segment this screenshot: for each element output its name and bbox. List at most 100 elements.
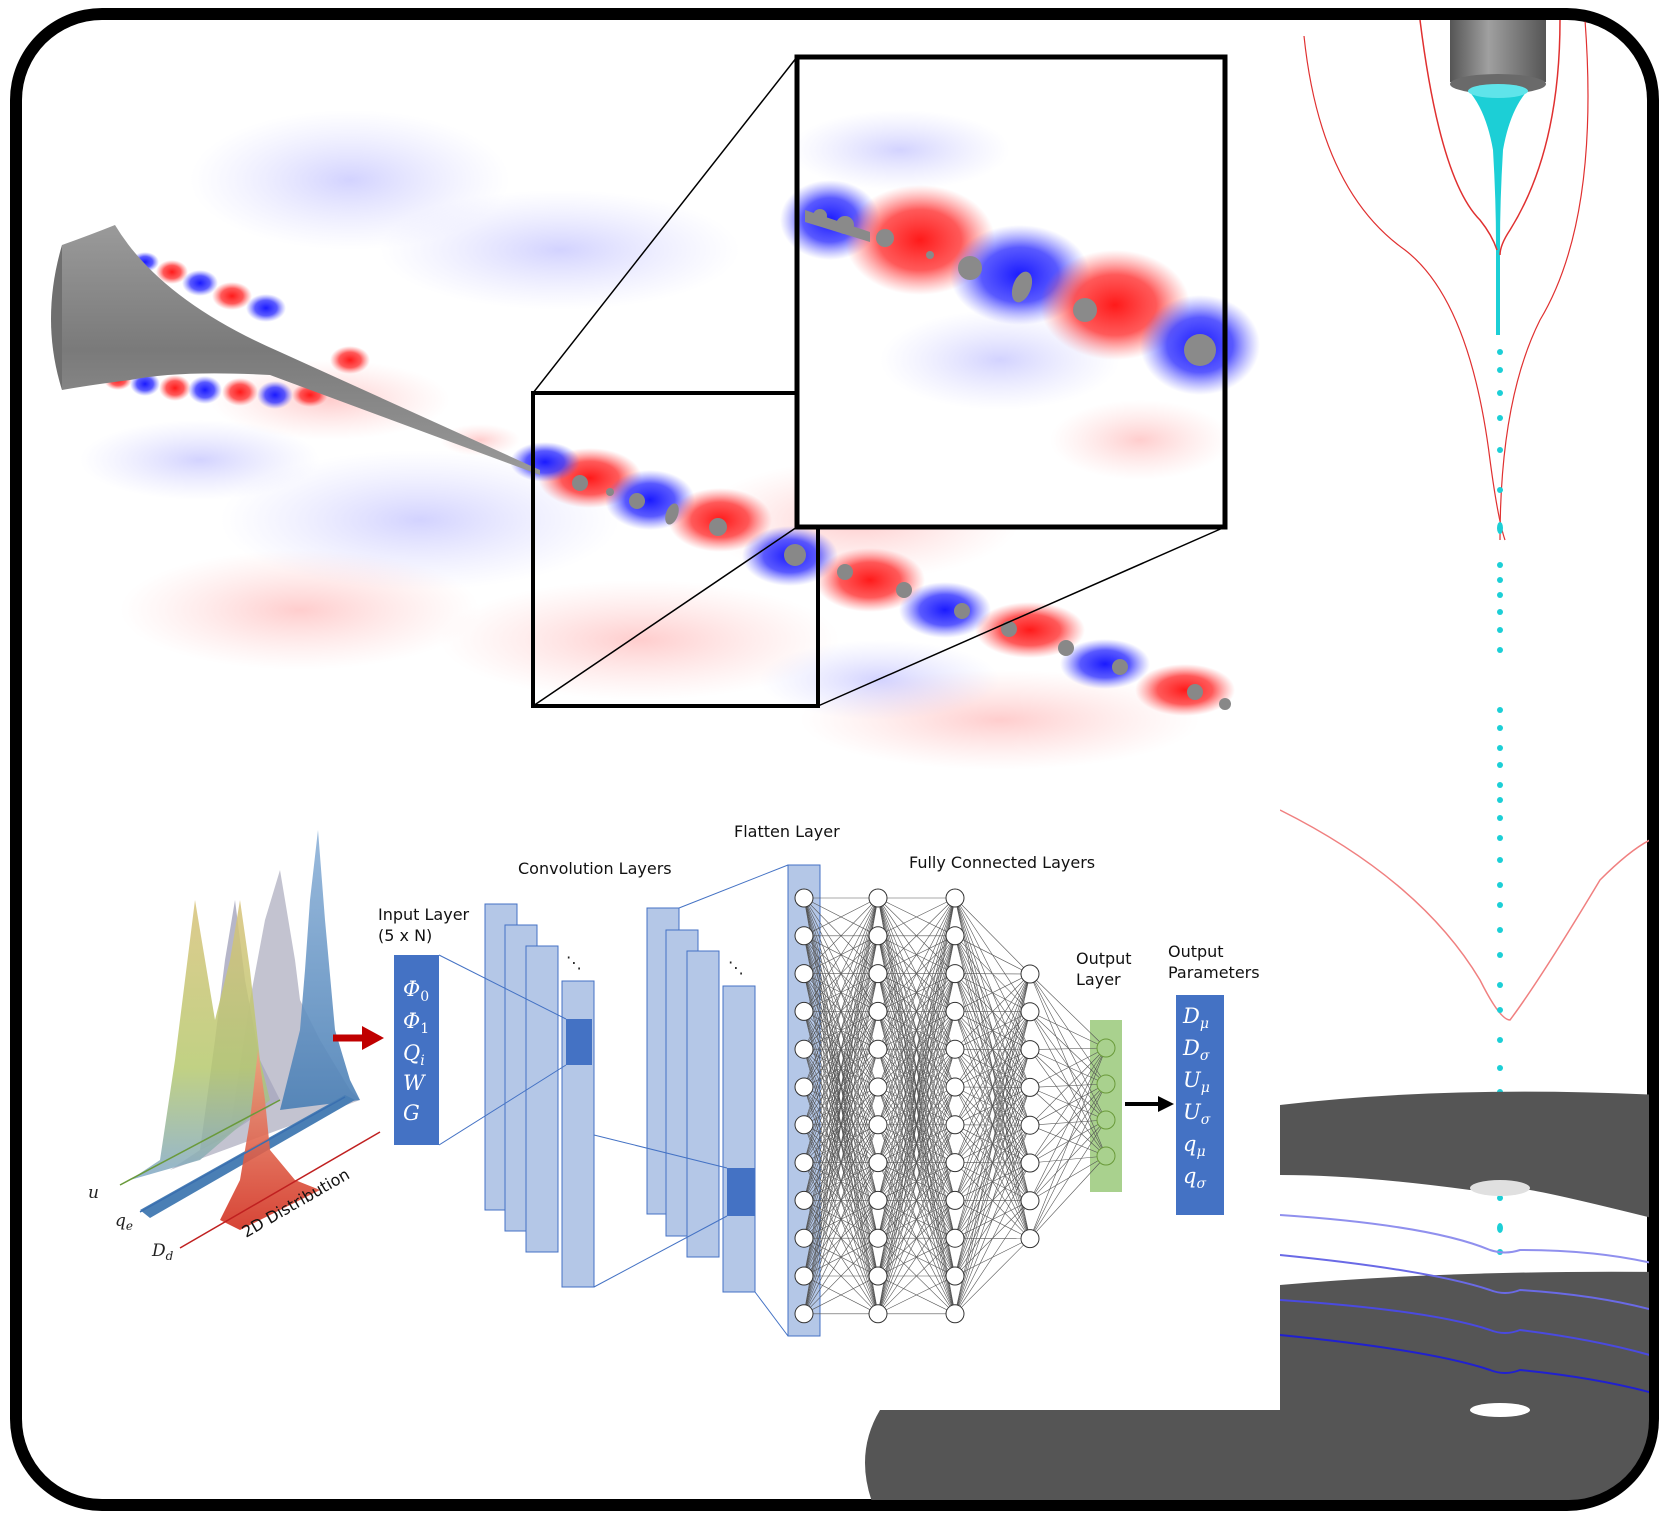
fc-connection bbox=[954, 973, 1031, 1050]
neuron-node bbox=[868, 1115, 888, 1135]
neuron-node bbox=[1096, 1110, 1116, 1130]
fc-connection bbox=[877, 897, 956, 1314]
input-arrow bbox=[333, 1026, 384, 1050]
input-layer-label: Input Layer (5 x N) bbox=[378, 905, 470, 945]
zoom-connector-top bbox=[532, 56, 798, 394]
neuron-node bbox=[794, 888, 814, 908]
output-layer-label: Output Layer bbox=[1076, 949, 1132, 989]
neuron-node bbox=[945, 1153, 965, 1173]
fc-connection bbox=[1029, 1047, 1107, 1088]
fc-connection bbox=[803, 897, 879, 1314]
neuron-node bbox=[1020, 1040, 1040, 1060]
cnn-architecture bbox=[394, 864, 1224, 1337]
fc-connection bbox=[803, 897, 879, 1277]
zoom-detail-panel bbox=[780, 54, 1260, 530]
neuron-node bbox=[868, 1001, 888, 1021]
fc-connection bbox=[1029, 1047, 1107, 1164]
fc-connection bbox=[954, 1162, 1031, 1314]
neuron-node bbox=[945, 964, 965, 984]
fc-connection bbox=[803, 935, 879, 1314]
fc-connection bbox=[803, 1237, 879, 1315]
fc-connection bbox=[1029, 1011, 1107, 1121]
fc-connection bbox=[1029, 1083, 1107, 1164]
neuron-node bbox=[945, 926, 965, 946]
fc-connection bbox=[954, 1125, 1031, 1314]
fc-connection bbox=[877, 897, 956, 1012]
svg-text:Dσ: Dσ bbox=[1182, 1036, 1210, 1064]
neuron-node bbox=[945, 1001, 965, 1021]
input-layer-box bbox=[394, 955, 439, 1145]
neuron-node bbox=[794, 1228, 814, 1248]
neuron-node bbox=[945, 1266, 965, 1286]
fc-connection bbox=[877, 1011, 956, 1314]
fc-connection bbox=[877, 897, 956, 1125]
fc-connection bbox=[1029, 973, 1107, 1121]
fc-connection bbox=[1029, 973, 1107, 1085]
fc-connection bbox=[877, 1086, 956, 1314]
svg-text:Dμ: Dμ bbox=[1182, 1004, 1209, 1032]
svg-text:qσ: qσ bbox=[1183, 1164, 1206, 1192]
neuron-node bbox=[1020, 964, 1040, 984]
conv-ellipsis-1: ⋱ bbox=[566, 953, 582, 972]
fc-connection bbox=[954, 973, 1031, 1239]
fc-connection bbox=[803, 1275, 879, 1315]
fc-connection bbox=[803, 897, 879, 1050]
neuron-node bbox=[794, 1077, 814, 1097]
output-params-label: Output Parameters bbox=[1168, 942, 1260, 982]
neuron-node bbox=[1020, 1077, 1040, 1097]
fc-connection bbox=[877, 897, 956, 1050]
fc-connection bbox=[1029, 1155, 1107, 1239]
axis-label-u: u bbox=[88, 1183, 99, 1203]
fc-connection bbox=[803, 897, 879, 1201]
neuron-node bbox=[794, 964, 814, 984]
fc-connection bbox=[1029, 1049, 1107, 1085]
neuron-node bbox=[1096, 1074, 1116, 1094]
fc-connection bbox=[877, 897, 956, 1088]
fc-connection bbox=[803, 1124, 879, 1314]
neuron-node bbox=[945, 1190, 965, 1210]
conv-ellipsis-2: ⋱ bbox=[728, 958, 744, 977]
fc-connection bbox=[877, 935, 956, 1314]
neuron-node bbox=[868, 926, 888, 946]
fc-connection bbox=[1029, 1083, 1107, 1088]
fc-connection bbox=[1029, 973, 1107, 1049]
fc-connection bbox=[877, 1275, 956, 1315]
fc-connection bbox=[954, 973, 1031, 1012]
fc-connection bbox=[803, 897, 879, 1088]
fc-connection bbox=[877, 897, 956, 937]
fc-connection bbox=[803, 897, 879, 937]
fc-connection bbox=[1029, 1049, 1107, 1157]
svg-text:qμ: qμ bbox=[1183, 1132, 1206, 1160]
fc-connection bbox=[803, 897, 879, 1012]
neuron-node bbox=[945, 1304, 965, 1324]
fc-connection bbox=[954, 1049, 1031, 1314]
fc-connection bbox=[954, 1087, 1031, 1314]
svg-text:Φ0: Φ0 bbox=[403, 977, 429, 1005]
neuron-node bbox=[945, 888, 965, 908]
fc-connection bbox=[954, 1238, 1031, 1315]
neuron-node bbox=[794, 1039, 814, 1059]
fc-connection bbox=[803, 1049, 879, 1314]
fc-connection bbox=[1029, 1047, 1107, 1126]
neuron-node bbox=[868, 1190, 888, 1210]
neuron-node bbox=[868, 964, 888, 984]
neuron-node bbox=[794, 1190, 814, 1210]
fc-connection bbox=[1029, 1087, 1107, 1121]
fc-connection bbox=[803, 1162, 879, 1314]
svg-text:G: G bbox=[403, 1101, 420, 1125]
svg-text:W: W bbox=[403, 1071, 427, 1095]
neuron-node bbox=[945, 1077, 965, 1097]
input-params: Φ0 Φ1 Qi W G bbox=[403, 977, 429, 1125]
conv-layers-label: Convolution Layers bbox=[518, 859, 672, 878]
fc-connection bbox=[954, 935, 1031, 975]
neuron-node bbox=[794, 1115, 814, 1135]
fc-connection bbox=[954, 973, 1031, 1277]
fc-connection bbox=[877, 897, 956, 974]
fc-connection bbox=[877, 973, 956, 1314]
axis-label-qe: qe bbox=[115, 1211, 133, 1233]
distribution-plot bbox=[119, 830, 381, 1249]
svg-text:Φ1: Φ1 bbox=[403, 1009, 429, 1037]
fc-connection bbox=[1029, 1083, 1107, 1239]
fc-connection bbox=[1029, 1087, 1107, 1157]
